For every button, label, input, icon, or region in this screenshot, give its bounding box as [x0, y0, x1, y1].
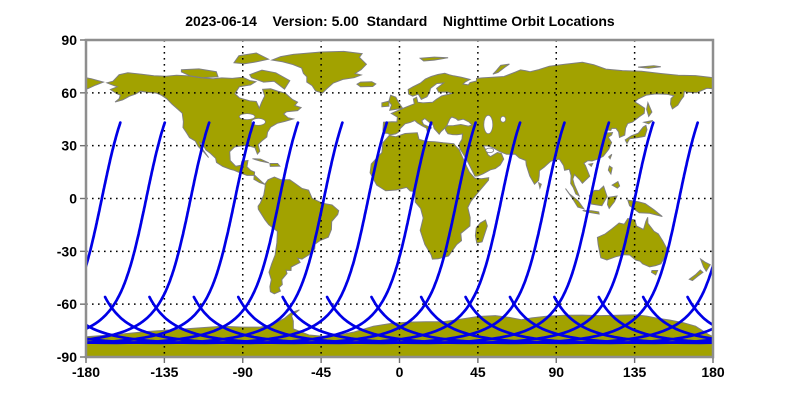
orbit-track: [0, 123, 26, 343]
y-tick-label: -90: [57, 349, 77, 365]
axes-layer: -180 -135 -90 -45 0 45 90 135 180 -90 -60 -30 0 30 60 9…: [57, 32, 725, 380]
land-hokkaido: [642, 120, 654, 125]
land-taiwan: [608, 153, 613, 160]
land-hispaniola: [269, 163, 281, 167]
orbit-track: [686, 295, 713, 327]
x-tick-label: -135: [150, 364, 178, 380]
land-new-siberian-islands: [638, 65, 661, 69]
x-tick-label: -90: [233, 364, 253, 380]
plot-title: 2023-06-14 Version: 5.00 Standard Nightt…: [185, 13, 615, 29]
y-tick-label: 60: [61, 85, 77, 101]
land-layer: [86, 50, 713, 357]
orbit-track: [86, 121, 211, 342]
y-tick-label: 30: [61, 138, 77, 154]
caspian-sea: [483, 114, 494, 135]
orbit-track: [553, 295, 713, 345]
orbit-track: [777, 123, 800, 343]
land-sri-lanka: [537, 181, 542, 190]
y-tick-label: 0: [69, 191, 77, 207]
orbit-track: [508, 295, 713, 345]
land-novaya-zemlya: [492, 63, 510, 75]
great-lakes-east: [250, 118, 266, 126]
x-tick-label: 135: [623, 364, 647, 380]
orbit-track: [325, 121, 655, 345]
land-mindanao: [611, 180, 621, 189]
land-africa: [369, 132, 490, 260]
orbit-track: [103, 121, 433, 345]
x-tick-label: -180: [72, 364, 100, 380]
orbit-track: [86, 121, 344, 345]
orbit-track: [597, 295, 713, 344]
land-ellesmere-island: [233, 52, 270, 65]
orbit-track: [281, 121, 611, 345]
land-java: [582, 210, 600, 215]
plot-frame: [84, 38, 715, 359]
land-svalbard: [418, 56, 449, 62]
land-ireland: [381, 100, 390, 108]
persian-gulf: [485, 147, 495, 154]
land-cuba: [252, 158, 270, 164]
orbit-track: [641, 295, 713, 341]
land-luzon: [607, 165, 613, 176]
land-sakhalin: [646, 101, 653, 118]
land-sumatra: [565, 188, 586, 210]
aral-sea: [500, 115, 507, 123]
orbit-track: [732, 123, 800, 343]
land-honshu: [624, 124, 648, 145]
land-greenland: [270, 50, 368, 94]
orbit-track: [86, 121, 122, 271]
orbit-track: [148, 121, 477, 345]
land-new-guinea: [627, 199, 663, 217]
orbit-track: [464, 295, 713, 345]
land-madagascar: [474, 219, 488, 244]
x-tick-label: 90: [549, 364, 565, 380]
y-tick-label: -30: [57, 243, 77, 259]
orbit-track: [192, 121, 522, 345]
x-tick-label: 0: [396, 364, 404, 380]
x-tick-label: 180: [701, 364, 725, 380]
orbit-track: [370, 121, 700, 345]
y-tick-label: 90: [61, 32, 77, 48]
land-iceland: [356, 81, 377, 88]
orbit-track: [86, 121, 389, 345]
land-victoria-banks-islands: [180, 68, 219, 79]
land-new-zealand-north: [699, 257, 711, 273]
land-hainan: [587, 162, 594, 168]
land-tasmania: [650, 270, 659, 276]
land-eurasia: [86, 61, 713, 198]
great-lakes-west: [238, 113, 256, 120]
y-tick-label: -60: [57, 296, 77, 312]
land-baffin-island: [248, 69, 291, 90]
x-tick-label: -45: [311, 364, 331, 380]
orbit-track: [86, 121, 167, 331]
land-borneo: [588, 185, 608, 207]
orbit-track: [236, 121, 566, 345]
orbit-track: [86, 121, 300, 345]
orbit-track: [86, 121, 255, 344]
x-tick-label: 45: [470, 364, 486, 380]
land-north-america: [105, 72, 303, 185]
land-new-zealand-south: [688, 269, 704, 282]
